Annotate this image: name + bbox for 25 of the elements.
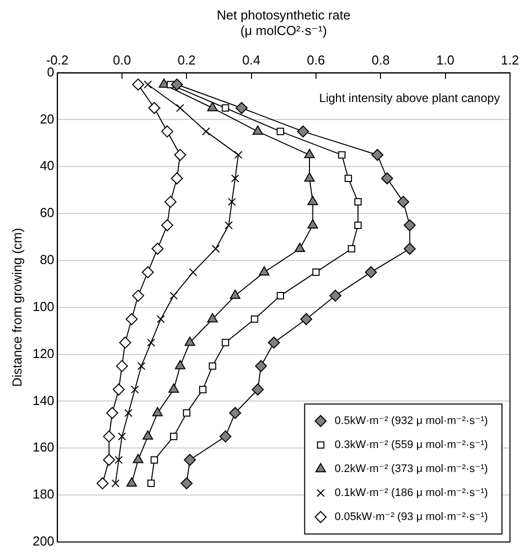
y-tick-label: 160 (32, 440, 54, 455)
x-tick-label: 1.0 (436, 52, 454, 68)
legend-label: 0.5kW·m⁻² (932 μ mol·m⁻²·s⁻¹) (334, 415, 488, 428)
y-tick-label: 140 (32, 392, 54, 408)
x-tick-label: 0.6 (306, 52, 325, 68)
y-tick-label: 80 (40, 252, 54, 268)
y-axis-title: Distance from growing (cm) (9, 228, 24, 387)
x-tick-label: 0.4 (242, 52, 260, 68)
x-axis-title: Net photosynthetic rate (μ molCO²·s⁻¹) (216, 7, 350, 38)
y-tick-label: 40 (40, 158, 54, 174)
annotation: Light intensity above plant canopy (319, 91, 500, 106)
y-tick-label: 200 (32, 534, 54, 549)
x-tick-label: 0.0 (112, 52, 131, 68)
legend-label: 0.3kW·m⁻² (559 μ mol·m⁻²·s⁻¹) (334, 439, 488, 452)
x-tick-label: 0.2 (178, 52, 196, 68)
y-tick-label: 180 (32, 486, 54, 502)
x-tick-label: 0.8 (372, 52, 390, 68)
y-tick-label: 20 (40, 111, 54, 126)
y-tick-label: 120 (32, 346, 54, 361)
legend-label: 0.05kW·m⁻² (93 μ mol·m⁻²·s⁻¹) (334, 511, 488, 524)
y-tick-label: 100 (32, 298, 54, 314)
legend-label: 0.2kW·m⁻² (373 μ mol·m⁻²·s⁻¹) (334, 463, 488, 476)
y-tick-label: 60 (40, 205, 54, 220)
x-tick-label: 1.2 (500, 52, 520, 68)
legend-label: 0.1kW·m⁻² (186 μ mol·m⁻²·s⁻¹) (334, 487, 488, 500)
